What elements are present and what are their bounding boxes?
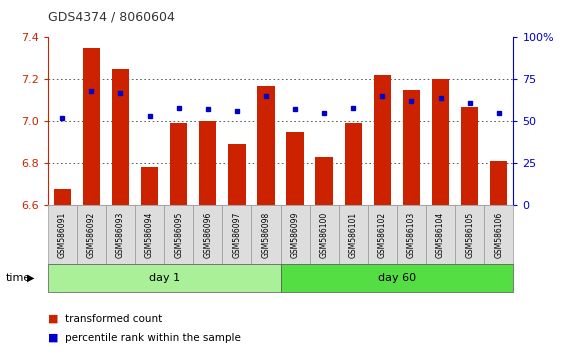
Text: GDS4374 / 8060604: GDS4374 / 8060604 (48, 11, 174, 24)
Text: GSM586096: GSM586096 (203, 211, 212, 258)
Text: GSM586093: GSM586093 (116, 211, 125, 258)
Text: GSM586102: GSM586102 (378, 211, 387, 258)
Text: GSM586104: GSM586104 (436, 211, 445, 258)
Text: GSM586105: GSM586105 (465, 211, 474, 258)
Bar (286, 132, 304, 205)
Text: day 60: day 60 (378, 273, 416, 283)
Text: day 1: day 1 (149, 273, 180, 283)
Bar (315, 157, 333, 205)
Text: GSM586091: GSM586091 (58, 211, 67, 258)
Text: GSM586094: GSM586094 (145, 211, 154, 258)
Bar (170, 123, 187, 205)
Bar (53, 189, 71, 205)
Bar (403, 90, 420, 205)
Bar (344, 123, 362, 205)
Bar (199, 121, 217, 205)
Text: GSM586097: GSM586097 (232, 211, 241, 258)
Text: GSM586098: GSM586098 (261, 211, 270, 258)
Text: GSM586103: GSM586103 (407, 211, 416, 258)
Text: ▶: ▶ (27, 273, 35, 283)
Text: time: time (6, 273, 31, 283)
Text: GSM586100: GSM586100 (320, 211, 329, 258)
Text: ■: ■ (48, 314, 58, 324)
Text: GSM586092: GSM586092 (87, 211, 96, 258)
Bar (141, 167, 158, 205)
Bar (82, 48, 100, 205)
Bar (228, 144, 246, 205)
Text: GSM586106: GSM586106 (494, 211, 503, 258)
Text: GSM586099: GSM586099 (291, 211, 300, 258)
Text: GSM586095: GSM586095 (174, 211, 183, 258)
Text: percentile rank within the sample: percentile rank within the sample (65, 333, 241, 343)
Bar (432, 79, 449, 205)
Text: ■: ■ (48, 333, 58, 343)
Bar (257, 86, 275, 205)
Text: transformed count: transformed count (65, 314, 162, 324)
Bar (374, 75, 391, 205)
Bar (490, 161, 508, 205)
Bar (461, 107, 479, 205)
Bar (112, 69, 129, 205)
Text: GSM586101: GSM586101 (349, 211, 358, 258)
